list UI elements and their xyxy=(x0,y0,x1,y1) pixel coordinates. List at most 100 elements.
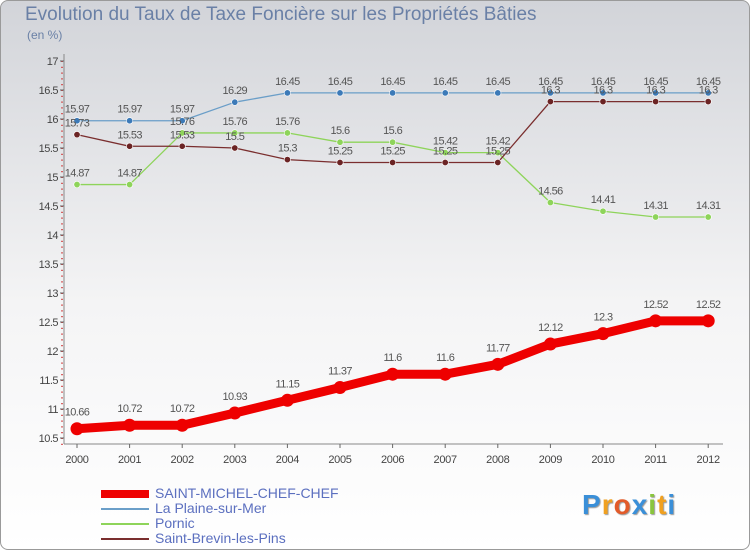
data-label: 16.3 xyxy=(541,85,560,97)
y-tick-label: 10.5 xyxy=(39,433,59,445)
y-minor-tick xyxy=(61,287,63,289)
data-point xyxy=(546,98,554,106)
logo-letter: i xyxy=(648,489,658,520)
y-minor-tick xyxy=(61,368,63,370)
data-label: 16.45 xyxy=(328,76,353,88)
y-minor-tick xyxy=(61,194,63,196)
x-tick-label: 2005 xyxy=(328,454,351,466)
data-label: 16.45 xyxy=(275,76,300,88)
data-label: 16.3 xyxy=(593,85,612,97)
x-tick-label: 2012 xyxy=(697,454,720,466)
y-minor-tick xyxy=(61,432,63,434)
data-point xyxy=(599,98,607,106)
data-label: 15.6 xyxy=(330,125,349,137)
data-point xyxy=(231,144,239,152)
data-point xyxy=(652,89,660,97)
y-minor-tick xyxy=(61,345,63,347)
y-minor-tick xyxy=(61,339,63,341)
logo-letter: P xyxy=(582,489,602,520)
y-minor-tick xyxy=(61,130,63,132)
y-minor-tick xyxy=(61,223,63,225)
y-minor-tick xyxy=(61,159,63,161)
data-label: 11.15 xyxy=(276,378,300,390)
data-label: 10.72 xyxy=(170,403,195,415)
data-point xyxy=(704,98,712,106)
data-point xyxy=(491,357,505,371)
data-label: 15.3 xyxy=(278,143,297,155)
legend-label: SAINT-MICHEL-CHEF-CHEF xyxy=(155,485,339,501)
data-point xyxy=(73,117,81,125)
data-point xyxy=(280,393,294,407)
data-label: 10.66 xyxy=(65,407,90,419)
y-minor-tick xyxy=(61,101,63,103)
data-point xyxy=(178,129,186,137)
data-label: 16.45 xyxy=(591,76,616,88)
y-minor-tick xyxy=(61,356,63,358)
data-label: 12.52 xyxy=(643,299,668,311)
chart-subtitle: (en %) xyxy=(27,28,63,42)
data-label: 16.3 xyxy=(699,85,718,97)
data-label: 15.5 xyxy=(225,131,244,143)
data-point xyxy=(543,337,557,351)
data-label: 14.41 xyxy=(591,194,616,206)
data-point xyxy=(336,89,344,97)
y-minor-tick xyxy=(61,136,63,138)
data-label: 15.76 xyxy=(223,116,248,128)
y-tick-label: 13 xyxy=(47,288,59,300)
y-minor-tick xyxy=(61,426,63,428)
y-minor-tick xyxy=(61,310,63,312)
x-tick-label: 2009 xyxy=(539,454,562,466)
data-label: 16.29 xyxy=(223,85,248,97)
y-tick-label: 11 xyxy=(48,404,59,416)
y-minor-tick xyxy=(61,420,63,422)
y-minor-tick xyxy=(61,362,63,364)
data-point xyxy=(389,138,397,146)
data-label: 14.87 xyxy=(65,168,90,180)
data-label: 10.72 xyxy=(117,403,142,415)
y-minor-tick xyxy=(61,153,63,155)
data-label: 15.42 xyxy=(486,136,511,148)
data-label: 11.77 xyxy=(486,342,510,354)
data-point xyxy=(123,418,137,432)
y-tick-label: 12 xyxy=(47,346,59,358)
data-point xyxy=(441,159,449,167)
y-minor-tick xyxy=(61,240,63,242)
data-label: 15.53 xyxy=(170,129,195,141)
y-tick-label: 12.5 xyxy=(39,317,59,329)
x-tick-label: 2011 xyxy=(644,454,667,466)
data-point xyxy=(333,381,347,395)
logo-letter: o xyxy=(613,489,632,520)
data-point xyxy=(704,89,712,97)
data-point xyxy=(283,89,291,97)
y-minor-tick xyxy=(61,269,63,271)
y-minor-tick xyxy=(61,66,63,68)
y-tick-label: 17 xyxy=(47,56,59,68)
data-label: 15.25 xyxy=(433,146,458,158)
y-minor-tick xyxy=(61,443,63,445)
y-minor-tick xyxy=(61,298,63,300)
data-point xyxy=(649,314,663,328)
x-tick-label: 2002 xyxy=(171,454,194,466)
y-minor-tick xyxy=(61,188,63,190)
y-minor-tick xyxy=(61,124,63,126)
data-label: 15.73 xyxy=(65,118,90,130)
y-tick-label: 16 xyxy=(47,114,59,126)
data-label: 15.53 xyxy=(117,129,142,141)
data-point xyxy=(438,367,452,381)
data-point xyxy=(441,149,449,157)
data-point xyxy=(546,199,554,207)
data-point xyxy=(175,418,189,432)
data-label: 12.3 xyxy=(593,312,612,324)
data-label: 11.6 xyxy=(383,352,402,364)
data-point xyxy=(652,213,660,221)
y-minor-tick xyxy=(61,246,63,248)
y-minor-tick xyxy=(61,217,63,219)
y-tick-label: 16.5 xyxy=(39,85,59,97)
data-label: 12.52 xyxy=(696,299,721,311)
y-minor-tick xyxy=(61,374,63,376)
y-tick-label: 15 xyxy=(47,172,59,184)
y-minor-tick xyxy=(61,182,63,184)
y-minor-tick xyxy=(61,275,63,277)
